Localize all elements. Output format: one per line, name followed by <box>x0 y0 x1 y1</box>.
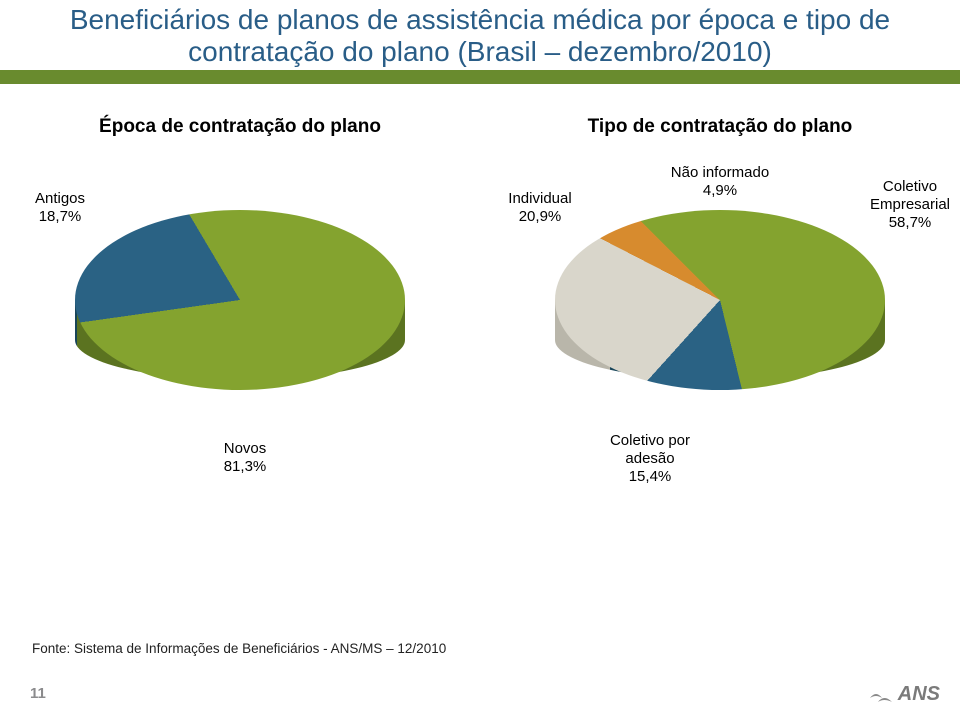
header-band <box>0 70 960 84</box>
pie-top <box>75 210 405 390</box>
page-title: Beneficiários de planos de assistência m… <box>0 4 960 68</box>
label-novos: Novos81,3% <box>195 440 295 476</box>
label-individual: Individual20,9% <box>490 190 590 226</box>
label-coladesao: Coletivo poradesão15,4% <box>585 432 715 486</box>
label-colemp: ColetivoEmpresarial58,7% <box>845 178 960 232</box>
pie-top <box>555 210 885 390</box>
page-number: 11 <box>30 685 46 702</box>
label-antigos: Antigos18,7% <box>10 190 110 226</box>
title-line-1: Beneficiários de planos de assistência m… <box>0 4 960 36</box>
ans-logo-text: ANS <box>898 683 940 706</box>
chart-right: Individual20,9%Não informado4,9%Coletivo… <box>485 170 955 480</box>
subtitle-right: Tipo de contratação do plano <box>490 116 951 138</box>
subtitles-row: Época de contratação do plano Tipo de co… <box>0 116 960 138</box>
title-line-2: contratação do plano (Brasil – dezembro/… <box>0 36 960 68</box>
ans-logo: ANS <box>868 683 940 706</box>
label-naoinformado: Não informado4,9% <box>655 164 785 200</box>
ans-logo-icon <box>868 684 894 706</box>
pie-right: Individual20,9%Não informado4,9%Coletivo… <box>545 170 895 480</box>
chart-left: Antigos18,7% Novos81,3% <box>5 170 475 480</box>
subtitle-left: Época de contratação do plano <box>10 116 471 138</box>
source-line: Fonte: Sistema de Informações de Benefic… <box>32 641 446 656</box>
pie-left: Antigos18,7%Novos81,3% <box>65 170 415 480</box>
charts-row: Antigos18,7% Novos81,3% Individual20,9%Nã… <box>0 170 960 480</box>
